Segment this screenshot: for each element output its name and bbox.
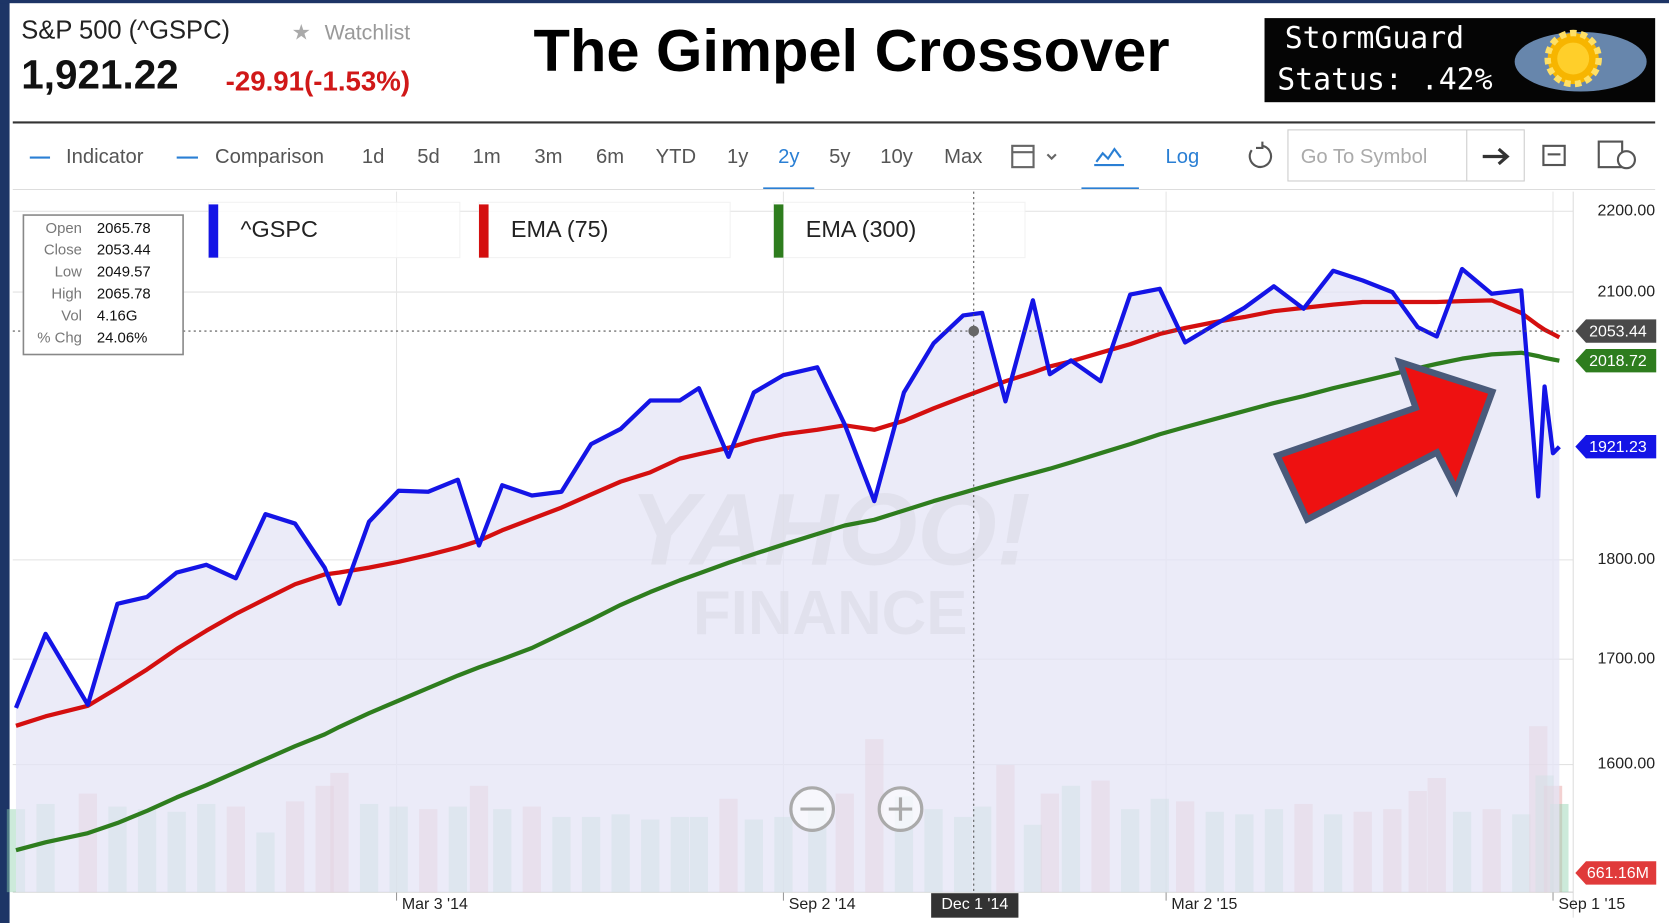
sun-icon xyxy=(1515,32,1647,92)
watermark-finance: FINANCE xyxy=(693,579,967,648)
crosshair-value-tag: 2053.44 xyxy=(1589,323,1647,340)
comparison-button[interactable]: Comparison xyxy=(215,146,324,168)
tooltip-label: Open xyxy=(46,221,82,237)
slide-title: The Gimpel Crossover xyxy=(534,17,1170,84)
tooltip-value: 2049.57 xyxy=(97,265,151,281)
price: 1,921.22 xyxy=(21,51,178,97)
y-tick-label: 2100.00 xyxy=(1597,283,1655,300)
legend-label: ^GSPC xyxy=(241,216,318,242)
range-button[interactable]: 6m xyxy=(596,146,624,168)
price-last-tag: 1921.23 xyxy=(1589,439,1647,456)
range-button[interactable]: 5y xyxy=(829,146,851,168)
tooltip-value: 2065.78 xyxy=(97,221,151,237)
tooltip-label: High xyxy=(51,287,82,303)
tooltip-value: 2053.44 xyxy=(97,243,151,259)
range-button[interactable]: 2y xyxy=(778,146,800,168)
range-button[interactable]: YTD xyxy=(656,146,696,168)
legend-swatch xyxy=(479,204,489,257)
x-tick-label: Sep 2 '14 xyxy=(789,896,856,913)
range-button[interactable]: Max xyxy=(944,146,982,168)
tooltip-label: Low xyxy=(55,265,83,281)
range-button[interactable]: 1y xyxy=(727,146,749,168)
range-button[interactable]: 1d xyxy=(362,146,384,168)
star-icon[interactable]: ★ xyxy=(292,21,311,45)
indicator-button[interactable]: Indicator xyxy=(66,146,144,168)
watchlist[interactable]: Watchlist xyxy=(325,21,411,45)
volume-tag: 661.16M xyxy=(1587,865,1649,882)
x-tick-label: Mar 2 '15 xyxy=(1171,896,1237,913)
ema300-last-tag: 2018.72 xyxy=(1589,353,1647,370)
tooltip-value: 2065.78 xyxy=(97,287,151,303)
x-tick-label: Mar 3 '14 xyxy=(402,896,468,913)
page: {"header": {"symbol": "S&P 500 (^GSPC)",… xyxy=(0,0,1669,923)
tooltip-label: Vol xyxy=(61,309,82,325)
slide-edge xyxy=(0,0,10,923)
log-button[interactable]: Log xyxy=(1166,146,1200,168)
legend-swatch xyxy=(774,204,784,257)
tooltip-value: 4.16G xyxy=(97,309,138,325)
range-button[interactable]: 5d xyxy=(417,146,439,168)
symbol: S&P 500 (^GSPC) xyxy=(21,17,230,45)
tooltip-label: Close xyxy=(44,243,82,259)
y-tick-label: 2200.00 xyxy=(1597,202,1655,219)
range-button[interactable]: 10y xyxy=(880,146,913,168)
price-change: -29.91(-1.53%) xyxy=(226,65,410,96)
tooltip-value: 24.06% xyxy=(97,330,148,346)
screen: S&P 500 (^GSPC) ★ Watchlist 1,921.22 -29… xyxy=(0,0,1669,923)
crosshair-date: Dec 1 '14 xyxy=(941,896,1008,913)
stormguard-status: Status: .42% xyxy=(1277,62,1492,97)
y-tick-label: 1800.00 xyxy=(1597,551,1655,568)
stormguard-name: StormGuard xyxy=(1285,21,1464,56)
legend-label: EMA (75) xyxy=(511,216,609,242)
legend-swatch xyxy=(209,204,219,257)
x-tick-label: Sep 1 '15 xyxy=(1558,896,1625,913)
symbol-placeholder: Go To Symbol xyxy=(1301,146,1428,168)
crosshair-point xyxy=(968,326,979,337)
range-button[interactable]: 3m xyxy=(534,146,562,168)
legend-label: EMA (300) xyxy=(806,216,917,242)
y-tick-label: 1700.00 xyxy=(1597,650,1655,667)
y-tick-label: 1600.00 xyxy=(1597,756,1655,773)
range-button[interactable]: 1m xyxy=(473,146,501,168)
slide-edge-top xyxy=(0,0,1669,3)
tooltip-label: % Chg xyxy=(37,330,82,346)
